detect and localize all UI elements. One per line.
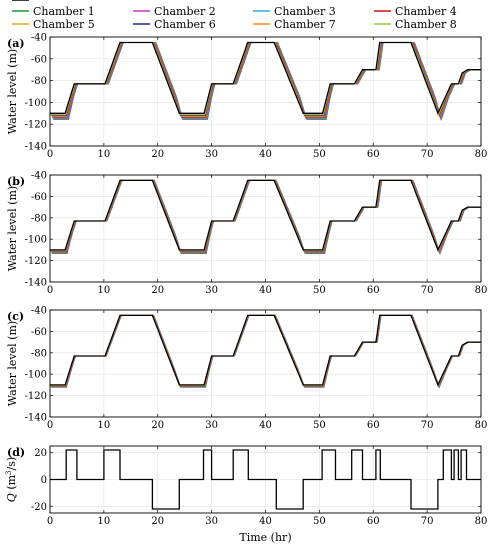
legend-label: Chamber 7 [274, 18, 336, 31]
y-tick-label: -40 [31, 33, 47, 44]
y-tick-label: -120 [25, 256, 47, 267]
y-tick-label: -140 [25, 413, 47, 424]
x-tick-label: 60 [367, 420, 380, 431]
x-tick-label: 70 [421, 285, 434, 296]
legend: Chamber 1 Chamber 2 Chamber 3 Chamber 4Cham… [12, 0, 457, 31]
x-tick-label: 60 [367, 149, 380, 160]
x-tick-label: 80 [475, 285, 488, 296]
legend-label: Chamber 6 [154, 18, 216, 31]
panel-label: (c) [7, 310, 24, 323]
series-discharge [50, 449, 481, 510]
x-tick-label: 40 [259, 149, 272, 160]
x-tick-label: 30 [205, 420, 218, 431]
y-axis-label: Q (m3/s) [5, 457, 18, 502]
y-tick-label: -80 [31, 76, 47, 87]
y-tick-label: -60 [31, 327, 47, 338]
y-axis-label: Water level (m) [6, 186, 19, 271]
y-tick-label: -120 [25, 391, 47, 402]
y-tick-label: 20 [34, 448, 47, 459]
x-tick-label: 40 [259, 420, 272, 431]
panel-b: 0 10 20 30 40 50 60 70 80 -140 -120 -100 -80 -60 -40 (b… [6, 171, 487, 297]
series-chamber-5 [50, 314, 481, 388]
x-tick-label: 30 [205, 516, 218, 527]
x-tick-label: 70 [421, 149, 434, 160]
legend-label: Chamber 9 [33, 0, 95, 3]
x-tick-label: 10 [98, 420, 111, 431]
y-tick-label: -80 [31, 213, 47, 224]
y-tick-label: -80 [31, 348, 47, 359]
series-chamber-9 [50, 41, 481, 116]
x-tick-label: 60 [367, 285, 380, 296]
x-tick-label: 80 [475, 420, 488, 431]
x-tick-label: 70 [421, 516, 434, 527]
x-tick-label: 20 [151, 149, 164, 160]
x-tick-label: 10 [98, 285, 111, 296]
y-tick-label: -100 [25, 98, 47, 109]
panel-label: (b) [7, 175, 25, 188]
x-tick-label: 70 [421, 420, 434, 431]
panel-label: (a) [7, 37, 25, 50]
x-tick-label: 10 [98, 516, 111, 527]
x-tick-label: 50 [313, 285, 326, 296]
plot-area [50, 179, 481, 256]
x-tick-label: 50 [313, 149, 326, 160]
plot-area [50, 449, 481, 510]
y-tick-label: -40 [31, 306, 47, 317]
legend-label: Chamber 1 [33, 5, 95, 18]
x-tick-label: 50 [313, 516, 326, 527]
y-tick-label: -100 [25, 370, 47, 381]
legend-label: Chamber 3 [274, 5, 336, 18]
y-tick-label: -60 [31, 54, 47, 65]
x-tick-label: 20 [151, 285, 164, 296]
y-axis-label: Water level (m) [6, 49, 19, 134]
panel-a: 0 10 20 30 40 50 60 70 80 -140 -120 -100 -80 -60 -40 (a… [6, 33, 487, 161]
x-tick-label: 0 [47, 516, 53, 527]
x-axis-label: Time (hr) [239, 531, 291, 544]
x-tick-label: 20 [151, 516, 164, 527]
y-tick-label: 0 [41, 475, 47, 486]
x-tick-label: 0 [47, 149, 53, 160]
y-axis-label: Water level (m) [6, 321, 19, 406]
legend-label: Chamber 2 [154, 5, 216, 18]
plot-area [50, 314, 481, 389]
x-tick-label: 20 [151, 420, 164, 431]
panel-label: (d) [7, 446, 25, 459]
series-chamber-9 [50, 179, 481, 252]
y-tick-label: -40 [31, 171, 47, 182]
y-tick-label: -20 [31, 502, 47, 513]
x-tick-label: 30 [205, 149, 218, 160]
plot-area [50, 41, 481, 122]
x-tick-label: 0 [47, 420, 53, 431]
y-tick-label: -120 [25, 120, 47, 131]
x-tick-label: 50 [313, 420, 326, 431]
x-tick-label: 10 [98, 149, 111, 160]
y-tick-label: -140 [25, 278, 47, 289]
x-tick-label: 30 [205, 285, 218, 296]
legend-label: Chamber 8 [395, 18, 457, 31]
x-tick-label: 80 [475, 149, 488, 160]
legend-label: Chamber 4 [395, 5, 457, 18]
legend-label: Chamber 5 [33, 18, 95, 31]
x-tick-label: 0 [47, 285, 53, 296]
y-tick-label: -140 [25, 142, 47, 153]
x-tick-label: 80 [475, 516, 488, 527]
series-chamber-9 [50, 314, 481, 387]
x-tick-label: 40 [259, 516, 272, 527]
y-tick-label: -60 [31, 192, 47, 203]
x-tick-label: 60 [367, 516, 380, 527]
x-tick-label: 40 [259, 285, 272, 296]
panel-c: 0 10 20 30 40 50 60 70 80 -140 -120 -100 -80 -60 -40 (c… [6, 306, 487, 432]
y-tick-label: -100 [25, 235, 47, 246]
